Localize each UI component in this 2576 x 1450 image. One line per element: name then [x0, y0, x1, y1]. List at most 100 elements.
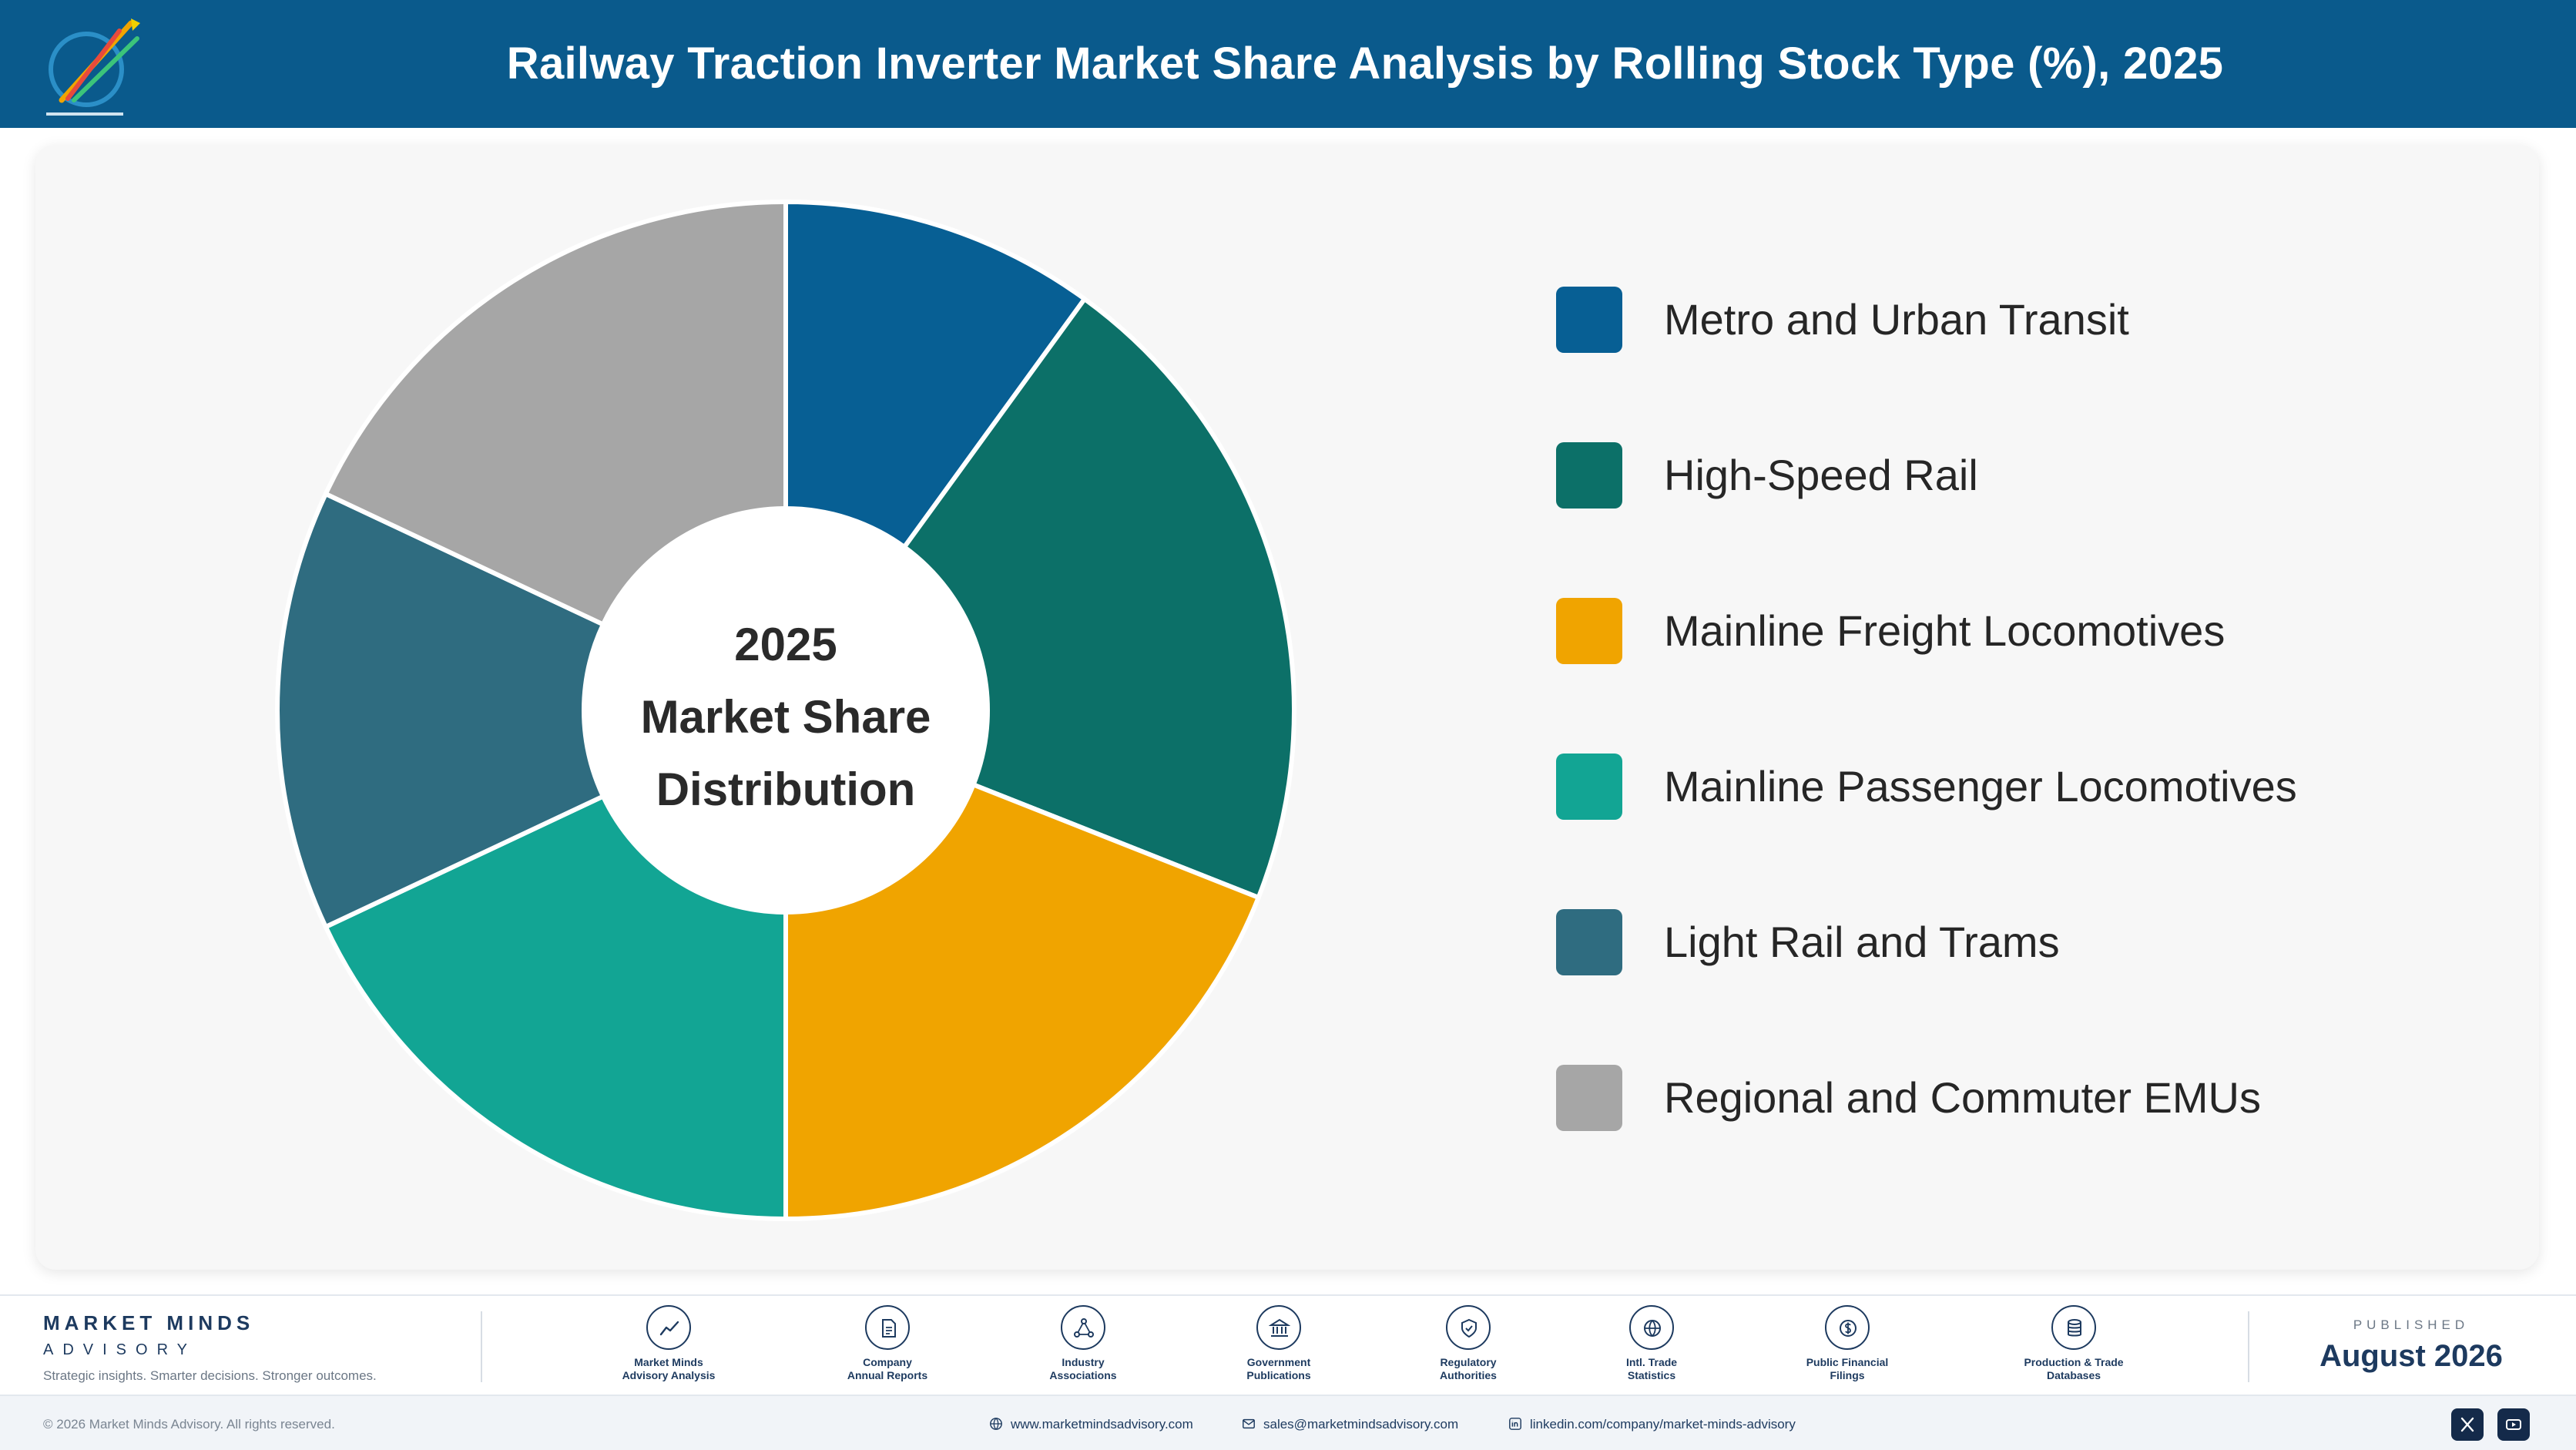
footer: MARKET MINDS ADVISORY Strategic insights…: [0, 1294, 2576, 1450]
source-item: Government Publications: [1202, 1305, 1356, 1382]
source-label-line: Market Minds: [634, 1356, 703, 1368]
email-link[interactable]: sales@marketmindsadvisory.com: [1242, 1396, 1458, 1450]
center-label-title: Market Share: [640, 691, 931, 743]
x-social-button[interactable]: [2451, 1408, 2484, 1441]
source-label-line: Production & Trade: [2024, 1356, 2124, 1368]
linkedin-icon: [1509, 1418, 1521, 1430]
legend-label: Regional and Commuter EMUs: [1664, 1073, 2261, 1122]
source-item: Market Minds Advisory Analysis: [592, 1305, 746, 1382]
source-icon-badge: [1629, 1305, 1674, 1350]
legend-label: Metro and Urban Transit: [1664, 295, 2129, 344]
legend-swatch: [1556, 754, 1622, 820]
youtube-social-button[interactable]: [2497, 1408, 2530, 1441]
legend-swatch: [1556, 287, 1622, 353]
source-label-line: Company: [863, 1356, 912, 1368]
linkedin-link[interactable]: linkedin.com/company/market-minds-adviso…: [1508, 1396, 1796, 1450]
legend-label: Mainline Passenger Locomotives: [1664, 762, 2297, 811]
document-icon: [882, 1319, 896, 1338]
source-label-line: Associations: [1049, 1369, 1117, 1381]
source-label-line: Filings: [1830, 1369, 1865, 1381]
website-text: www.marketmindsadvisory.com: [1011, 1417, 1193, 1432]
chart-title: Railway Traction Inverter Market Share A…: [506, 39, 2224, 89]
source-label-line: Databases: [2046, 1369, 2101, 1381]
globe-icon: [990, 1418, 1002, 1430]
legend-swatch: [1556, 598, 1622, 664]
source-icon-badge: [2051, 1305, 2096, 1350]
source-label-line: Industry: [1062, 1356, 1105, 1368]
source-label-line: Public Financial: [1806, 1356, 1889, 1368]
published-date: August 2026: [2319, 1339, 2503, 1373]
source-icon-badge: [1825, 1305, 1870, 1350]
legend-item: Mainline Freight Locomotives: [1556, 596, 2480, 666]
source-label: Company Annual Reports: [810, 1356, 964, 1382]
source-icon-badge: [865, 1305, 910, 1350]
legend-swatch: [1556, 1065, 1622, 1131]
source-label-line: Intl. Trade: [1625, 1356, 1678, 1368]
donut-center-label: 2025 Market Share Distribution: [601, 609, 971, 826]
footer-brand: MARKET MINDS ADVISORY Strategic insights…: [43, 1311, 377, 1384]
youtube-icon: [2506, 1419, 2521, 1430]
brand-subtitle: ADVISORY: [43, 1341, 196, 1358]
source-label: Regulatory Authorities: [1391, 1356, 1545, 1382]
currency-icon: [1840, 1320, 1857, 1337]
network-icon: [1074, 1318, 1094, 1338]
footer-divider: [2248, 1311, 2249, 1382]
government-building-icon: [1269, 1318, 1290, 1337]
footer-bottom-bar: © 2026 Market Minds Advisory. All rights…: [0, 1395, 2576, 1450]
source-label: Intl. Trade Statistics: [1575, 1356, 1729, 1382]
source-label-line: Authorities: [1440, 1369, 1497, 1381]
source-label: Production & Trade Databases: [1997, 1356, 2151, 1382]
legend-item: Regional and Commuter EMUs: [1556, 1063, 2480, 1133]
source-label-line: Publications: [1246, 1369, 1311, 1381]
source-item: Intl. Trade Statistics: [1575, 1305, 1729, 1382]
chart-line-icon: [659, 1321, 679, 1336]
published-label: PUBLISHED: [2353, 1317, 2470, 1332]
source-label-line: Annual Reports: [847, 1369, 928, 1381]
source-label-line: Statistics: [1627, 1369, 1676, 1381]
globe-icon: [1644, 1320, 1661, 1337]
source-label: Government Publications: [1202, 1356, 1356, 1382]
legend-item: High-Speed Rail: [1556, 441, 2480, 510]
legend-item: Metro and Urban Transit: [1556, 285, 2480, 354]
source-label-line: Government: [1246, 1356, 1311, 1368]
legend-label: Mainline Freight Locomotives: [1664, 606, 2225, 655]
data-sources: Market Minds Advisory Analysis Company Annu…: [570, 1305, 2265, 1390]
source-item: Company Annual Reports: [810, 1305, 964, 1382]
x-icon: [2460, 1417, 2474, 1432]
copyright-text: © 2026 Market Minds Advisory. All rights…: [43, 1417, 335, 1432]
published-info: PUBLISHED August 2026: [2280, 1317, 2542, 1374]
source-label-line: Regulatory: [1440, 1356, 1497, 1368]
center-label-year: 2025: [734, 619, 837, 670]
source-label: Public Financial Filings: [1770, 1356, 1924, 1382]
source-label: Market Minds Advisory Analysis: [592, 1356, 746, 1382]
shield-check-icon: [1461, 1318, 1477, 1338]
header-bar: Railway Traction Inverter Market Share A…: [0, 0, 2576, 128]
source-item: Industry Associations: [1006, 1305, 1160, 1382]
donut-chart: [277, 202, 1294, 1219]
legend-item: Light Rail and Trams: [1556, 908, 2480, 977]
footer-divider: [481, 1311, 482, 1382]
brand-tagline: Strategic insights. Smarter decisions. S…: [43, 1368, 377, 1383]
brand-name: MARKET MINDS: [43, 1311, 255, 1334]
source-icon-badge: [646, 1305, 691, 1350]
source-item: Production & Trade Databases: [1997, 1305, 2151, 1382]
website-link[interactable]: www.marketmindsadvisory.com: [989, 1396, 1193, 1450]
center-label-subtitle: Distribution: [656, 764, 916, 815]
legend-label: High-Speed Rail: [1664, 451, 1978, 499]
source-item: Public Financial Filings: [1770, 1305, 1924, 1382]
legend-item: Mainline Passenger Locomotives: [1556, 752, 2480, 821]
source-label-line: Advisory Analysis: [622, 1369, 716, 1381]
source-item: Regulatory Authorities: [1391, 1305, 1545, 1382]
market-minds-logo-icon: [46, 18, 140, 116]
email-text: sales@marketmindsadvisory.com: [1263, 1417, 1459, 1432]
source-icon-badge: [1061, 1305, 1105, 1350]
donut-hole: [584, 509, 988, 912]
legend-label: Light Rail and Trams: [1664, 918, 2060, 966]
mail-icon: [1243, 1418, 1255, 1429]
source-icon-badge: [1446, 1305, 1491, 1350]
linkedin-text: linkedin.com/company/market-minds-adviso…: [1530, 1417, 1796, 1432]
database-icon: [2068, 1319, 2081, 1337]
legend-swatch: [1556, 909, 1622, 975]
legend-swatch: [1556, 442, 1622, 509]
source-icon-badge: [1256, 1305, 1301, 1350]
